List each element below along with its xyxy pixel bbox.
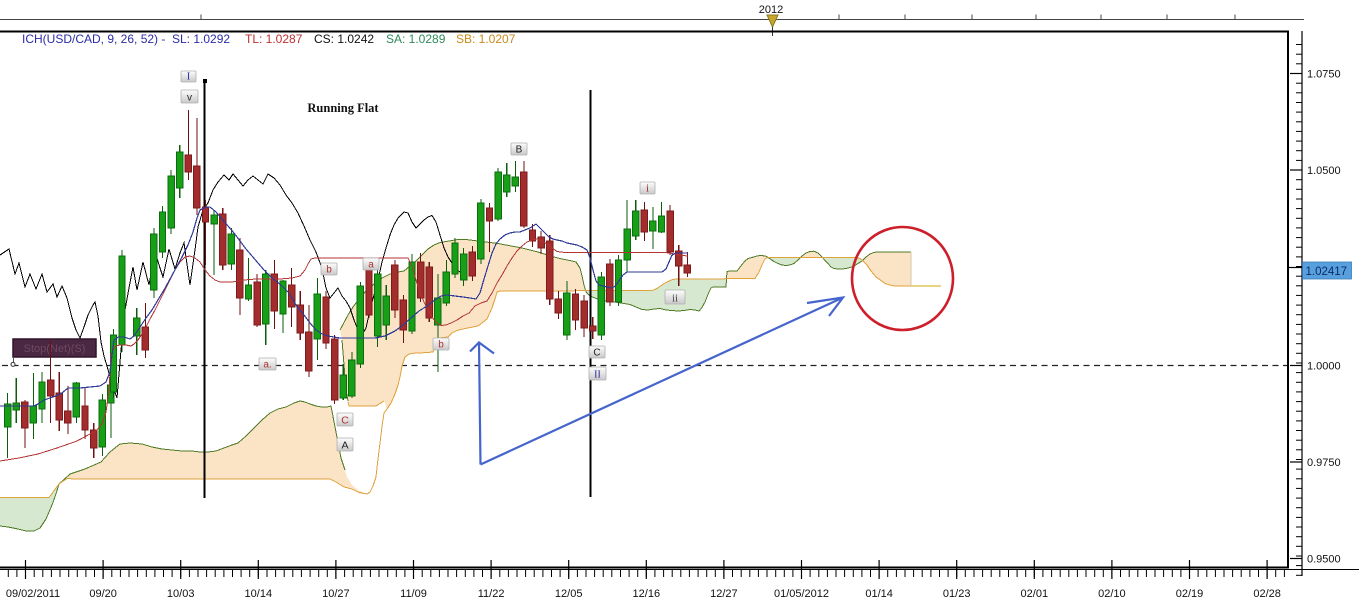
svg-text:01/23: 01/23 [943, 588, 971, 600]
svg-text:A: A [341, 440, 348, 452]
svg-text:I: I [187, 72, 190, 83]
svg-text:2012: 2012 [759, 4, 783, 16]
svg-text:b: b [438, 340, 444, 351]
svg-text:02/01: 02/01 [1021, 588, 1049, 600]
svg-text:01/14: 01/14 [865, 588, 893, 600]
svg-text:II: II [594, 370, 601, 381]
svg-text:1.02417: 1.02417 [1306, 266, 1348, 278]
svg-text:SB: 1.0207: SB: 1.0207 [456, 32, 516, 46]
svg-text:Stop(Net)(S): Stop(Net)(S) [24, 343, 86, 355]
svg-text:09/02/2011: 09/02/2011 [6, 588, 60, 600]
svg-text:SA: 1.0289: SA: 1.0289 [386, 32, 446, 46]
svg-text:TL: 1.0287: TL: 1.0287 [245, 32, 303, 46]
svg-text:i: i [646, 184, 649, 195]
svg-text:ii: ii [672, 293, 678, 305]
svg-text:1.0500: 1.0500 [1307, 165, 1341, 177]
svg-text:02/19: 02/19 [1176, 588, 1204, 600]
svg-text:10/27: 10/27 [322, 588, 350, 600]
svg-text:a: a [368, 260, 374, 271]
svg-text:a.: a. [263, 360, 271, 371]
svg-text:12/16: 12/16 [633, 588, 661, 600]
svg-text:Running Flat: Running Flat [307, 101, 379, 115]
svg-text:10/03: 10/03 [167, 588, 195, 600]
svg-text:09/20: 09/20 [89, 588, 117, 600]
svg-text:ICH(USD/CAD, 9, 26, 52) -: ICH(USD/CAD, 9, 26, 52) - [22, 32, 165, 46]
svg-text:12/27: 12/27 [710, 588, 738, 600]
svg-text:10/14: 10/14 [245, 588, 273, 600]
svg-text:11/09: 11/09 [400, 588, 427, 600]
svg-text:0.9500: 0.9500 [1307, 554, 1341, 566]
svg-text:B: B [516, 145, 523, 156]
svg-text:C: C [341, 415, 349, 427]
svg-text:02/28: 02/28 [1253, 588, 1281, 600]
svg-text:0.9750: 0.9750 [1307, 457, 1341, 469]
svg-text:C: C [593, 348, 600, 359]
svg-text:02/10: 02/10 [1098, 588, 1126, 600]
svg-text:CS: 1.0242: CS: 1.0242 [314, 32, 374, 46]
svg-text:01/05/2012: 01/05/2012 [774, 588, 829, 600]
svg-text:1.0000: 1.0000 [1307, 361, 1341, 373]
svg-text:b: b [326, 265, 332, 276]
svg-text:SL: 1.0292: SL: 1.0292 [172, 32, 230, 46]
svg-text:v: v [187, 93, 192, 104]
svg-text:12/05: 12/05 [555, 588, 583, 600]
svg-text:1.0750: 1.0750 [1307, 69, 1341, 81]
svg-text:11/22: 11/22 [478, 588, 505, 600]
